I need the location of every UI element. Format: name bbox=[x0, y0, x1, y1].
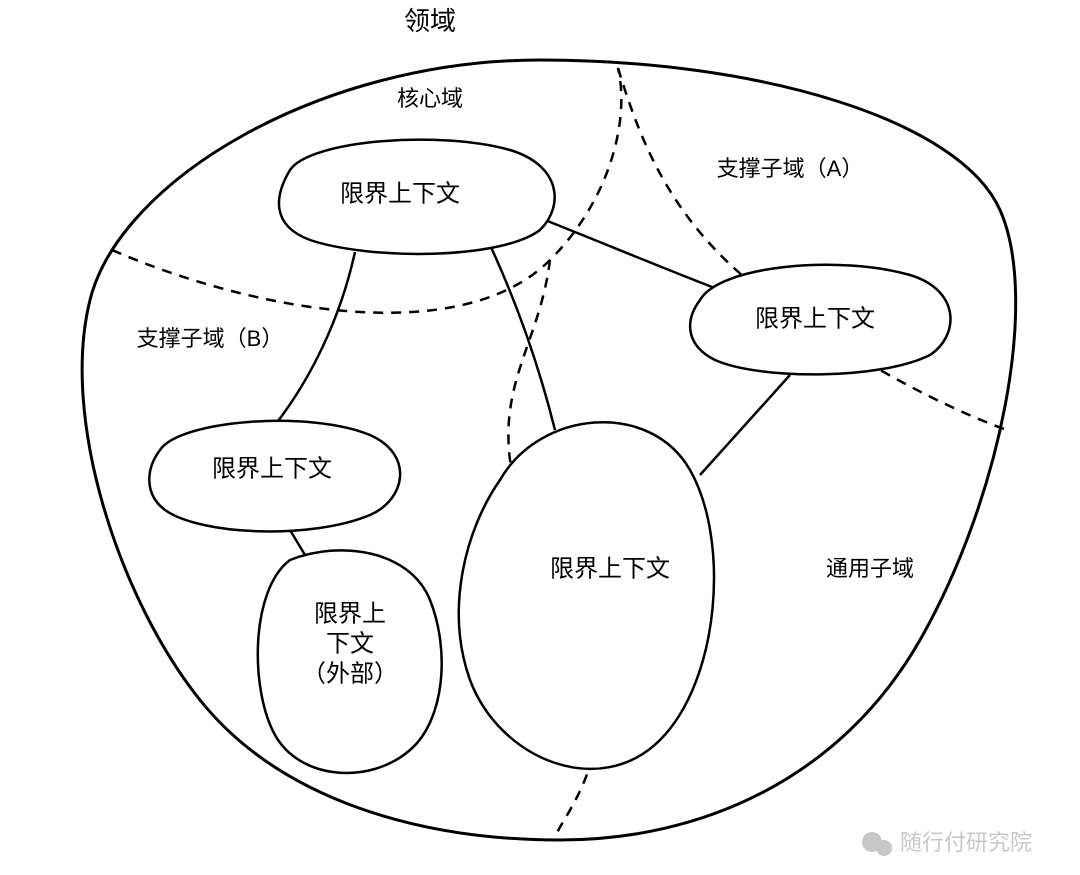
bounded-context-label-bc_b: 限界上下文 bbox=[212, 455, 332, 482]
bounded-context-label-bc_a: 限界上下文 bbox=[755, 305, 875, 332]
bounded-context-label-bc_core: 限界上下文 bbox=[340, 180, 460, 207]
watermark-text: 随行付研究院 bbox=[900, 830, 1032, 855]
bounded-context-label-bc_external-line0: 限界上 bbox=[314, 600, 386, 627]
subdomain-label-support_a: 支撑子域（A） bbox=[717, 156, 864, 181]
subdomain-label-generic: 通用子域 bbox=[826, 556, 914, 581]
bounded-context-label-bc_generic: 限界上下文 bbox=[550, 555, 670, 582]
subdomain-label-support_b: 支撑子域（B） bbox=[137, 326, 284, 351]
domain-diagram: 核心域支撑子域（A）支撑子域（B）通用子域限界上下文限界上下文限界上下文限界上下… bbox=[0, 0, 1080, 875]
wechat-icon bbox=[876, 840, 892, 856]
bounded-context-label-bc_external-line2: （外部） bbox=[302, 660, 398, 687]
subdomain-label-core: 核心域 bbox=[397, 86, 463, 111]
bounded-context-label-bc_external-line1: 下文 bbox=[326, 630, 374, 657]
diagram-title: 领域 bbox=[404, 6, 456, 36]
